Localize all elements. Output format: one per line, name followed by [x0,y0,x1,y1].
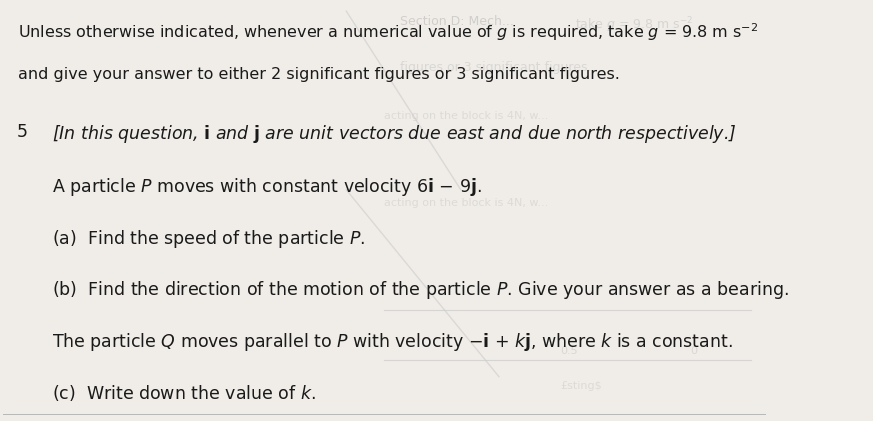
Text: 0: 0 [690,346,697,355]
Text: (a)  Find the speed of the particle $P$.: (a) Find the speed of the particle $P$. [52,228,366,250]
Text: take $g$ = 9.8 m s$^{-2}$: take $g$ = 9.8 m s$^{-2}$ [575,15,693,35]
Text: 0.5: 0.5 [560,346,578,355]
Text: (c)  Write down the value of $k$.: (c) Write down the value of $k$. [52,383,316,403]
Text: acting on the block is 4N, w...: acting on the block is 4N, w... [384,111,549,121]
Text: 5: 5 [17,123,28,141]
Text: A particle $P$ moves with constant velocity 6$\mathbf{i}$ − 9$\mathbf{j}$.: A particle $P$ moves with constant veloc… [52,176,482,198]
Text: The particle $Q$ moves parallel to $P$ with velocity $-\mathbf{i}$ + $k\mathbf{j: The particle $Q$ moves parallel to $P$ w… [52,331,733,353]
Text: and give your answer to either 2 significant figures or 3 significant figures.: and give your answer to either 2 signifi… [18,67,620,82]
Text: acting on the block is 4N, w...: acting on the block is 4N, w... [384,198,549,208]
Text: £sting$: £sting$ [560,381,601,391]
Text: figures or 3 significant figures.: figures or 3 significant figures. [400,61,591,74]
Text: (b)  Find the direction of the motion of the particle $P$. Give your answer as a: (b) Find the direction of the motion of … [52,279,789,301]
Text: Section D: Mech...: Section D: Mech... [400,15,513,28]
Text: [In this question, $\mathbf{i}$ and $\mathbf{j}$ are unit vectors due east and d: [In this question, $\mathbf{i}$ and $\ma… [52,123,737,145]
Text: Unless otherwise indicated, whenever a numerical value of $g$ is required, take : Unless otherwise indicated, whenever a n… [18,21,759,43]
